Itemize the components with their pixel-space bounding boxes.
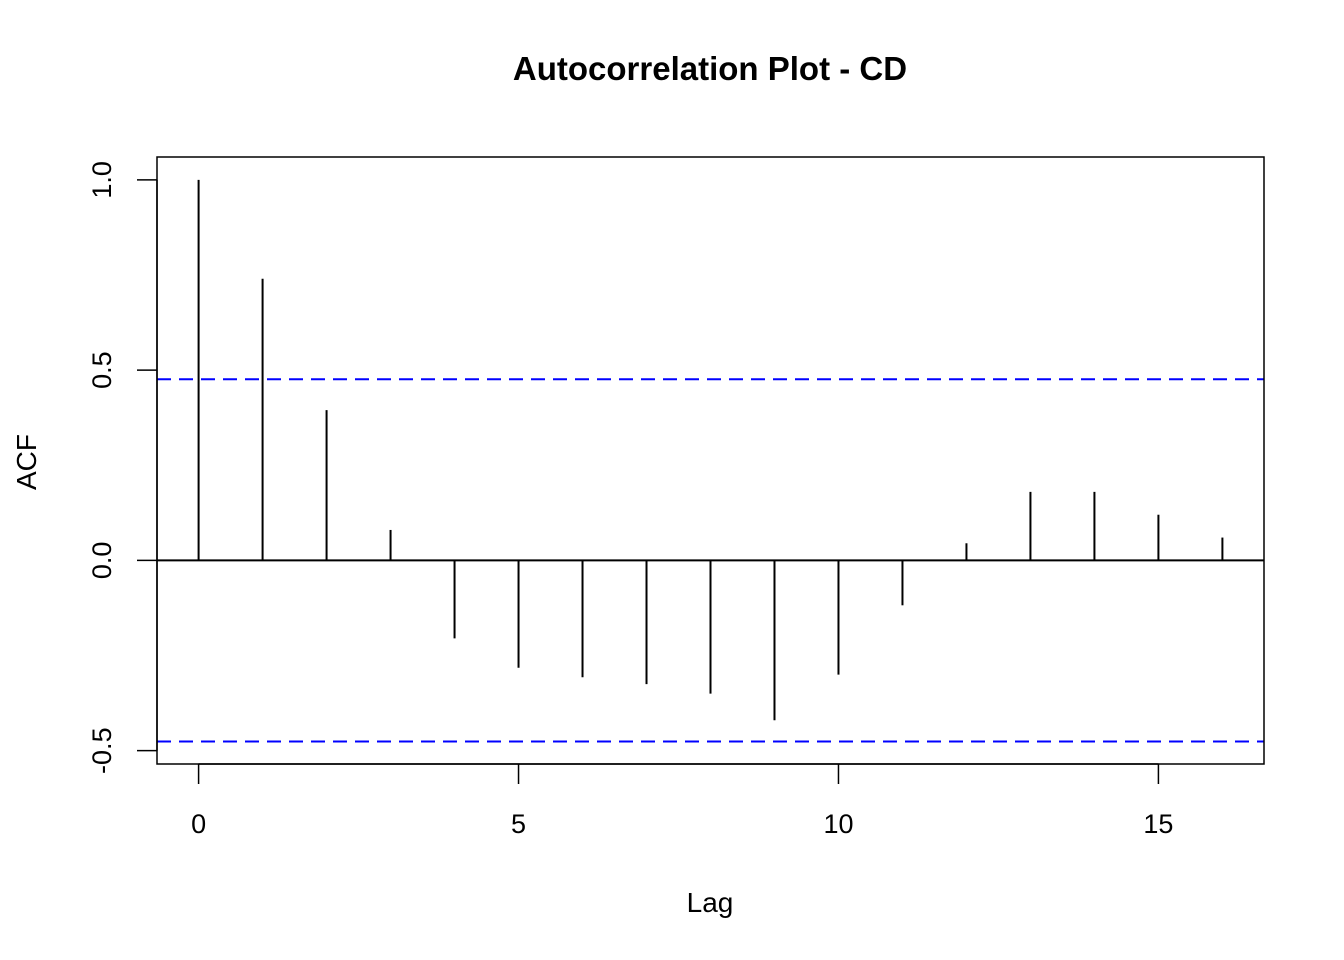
x-tick-label: 15 — [1143, 809, 1173, 839]
y-axis-ticks: -0.5 0.0 0.5 1.0 — [87, 161, 157, 774]
x-tick-label: 10 — [823, 809, 853, 839]
x-axis-title: Lag — [687, 887, 734, 918]
y-tick-label: 1.0 — [87, 161, 117, 199]
x-axis-ticks: 0 5 10 15 — [191, 764, 1173, 839]
y-tick-label: -0.5 — [87, 727, 117, 774]
y-tick-label: 0.0 — [87, 542, 117, 580]
chart-title: Autocorrelation Plot - CD — [513, 50, 907, 87]
x-tick-label: 0 — [191, 809, 206, 839]
y-axis-title: ACF — [11, 434, 42, 490]
y-tick-label: 0.5 — [87, 351, 117, 389]
x-tick-label: 5 — [511, 809, 526, 839]
plot-area — [157, 179, 1264, 743]
